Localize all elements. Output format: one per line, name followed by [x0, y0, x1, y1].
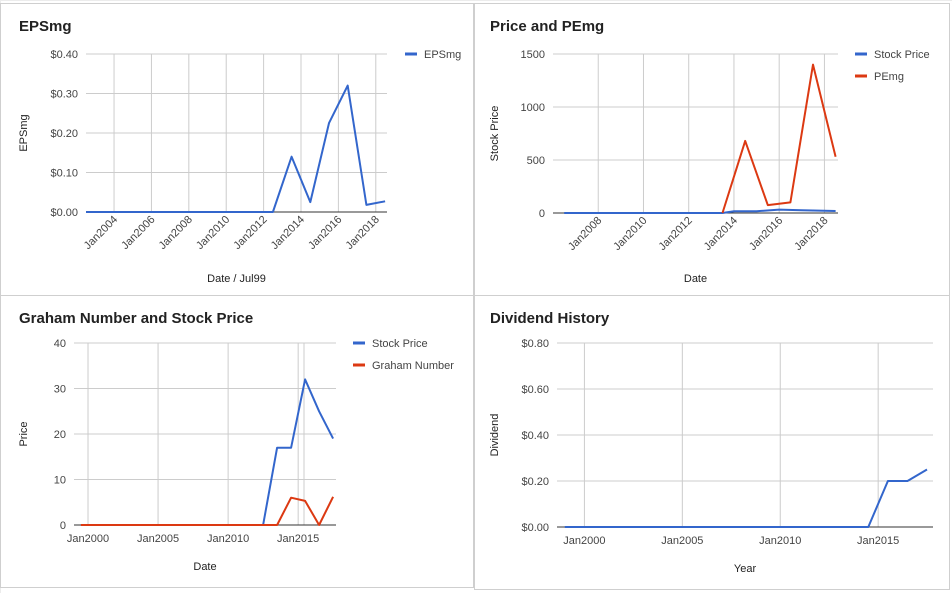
x-tick-label: Jan2018 [792, 215, 830, 253]
x-tick-label: Jan2008 [157, 214, 195, 252]
y-tick-label: $0.00 [521, 522, 549, 534]
legend-label: Stock Price [874, 49, 930, 61]
chart-panel-price-pemg: Price and PEmg 0 500 1000 1500 Jan2008 Jan2010… [474, 3, 950, 296]
x-tick-label: Jan2016 [747, 215, 785, 253]
x-tick-label: Jan2000 [563, 535, 605, 547]
y-tick-label: $0.00 [50, 207, 78, 219]
x-tick-label: Jan2008 [566, 215, 604, 253]
y-tick-label: $0.80 [521, 338, 549, 350]
series-line-stock-price [564, 208, 836, 214]
chart-title: Price and PEmg [490, 18, 604, 35]
x-axis-label: Year [734, 563, 757, 575]
x-tick-label: Jan2010 [207, 533, 249, 545]
series-line-epsmg [86, 84, 386, 213]
y-axis-label: EPSmg [18, 114, 30, 151]
x-tick-label: Jan2010 [759, 535, 801, 547]
y-tick-label: 30 [54, 384, 66, 396]
y-tick-label: $0.20 [50, 128, 78, 140]
legend-label: EPSmg [424, 49, 461, 61]
y-axis-label: Stock Price [489, 106, 501, 162]
series-line-pemg [721, 63, 837, 214]
x-axis-label: Date / Jul99 [207, 273, 266, 285]
y-tick-label: 0 [60, 520, 66, 532]
x-tick-label: Jan2010 [194, 214, 232, 252]
chart-title: Dividend History [490, 310, 610, 327]
y-axis-label: Dividend [489, 414, 501, 457]
dividend-history-chart: Dividend History $0.00 $0.20 $0.40 $0.60 $0.8… [489, 310, 933, 575]
legend-label: PEmg [874, 71, 904, 83]
y-tick-label: $0.30 [50, 89, 78, 101]
x-tick-label: Jan2016 [306, 214, 344, 252]
price-pemg-chart: Price and PEmg 0 500 1000 1500 Jan2008 Jan2010… [489, 18, 930, 285]
x-tick-label: Jan2015 [857, 535, 899, 547]
x-tick-label: Jan2015 [277, 533, 319, 545]
series-line-series-0 [564, 468, 928, 528]
chart-panel-epsmg: EPSmg $0.00 $0.10 $0.20 $0.30 $0.40 Jan2004 Jan… [0, 3, 474, 296]
series-line-graham-number [80, 496, 334, 526]
x-tick-label: Jan2018 [344, 214, 382, 252]
y-tick-label: 20 [54, 429, 66, 441]
chart-title: EPSmg [19, 18, 72, 35]
x-axis-label: Date [684, 273, 707, 285]
x-tick-label: Jan2005 [661, 535, 703, 547]
y-tick-label: 10 [54, 475, 66, 487]
legend-label: Stock Price [372, 338, 428, 350]
series-line-stock-price [80, 378, 334, 526]
x-tick-label: Jan2006 [119, 214, 157, 252]
y-tick-label: $0.60 [521, 384, 549, 396]
x-axis-label: Date [193, 561, 216, 573]
y-tick-label: 0 [539, 208, 545, 220]
chart-panel-dividend-history: Dividend History $0.00 $0.20 $0.40 $0.60 $0.8… [474, 295, 950, 590]
x-tick-label: Jan2000 [67, 533, 109, 545]
y-tick-label: $0.20 [521, 476, 549, 488]
x-tick-label: Jan2010 [611, 215, 649, 253]
x-tick-label: Jan2012 [656, 215, 694, 253]
x-tick-label: Jan2014 [269, 214, 307, 252]
x-tick-label: Jan2005 [137, 533, 179, 545]
y-tick-label: 500 [527, 155, 545, 167]
x-tick-label: Jan2012 [231, 214, 269, 252]
y-tick-label: 40 [54, 338, 66, 350]
graham-number-chart: Graham Number and Stock Price 0 10 20 30 40 Ja… [18, 310, 454, 573]
y-tick-label: $0.40 [521, 430, 549, 442]
y-tick-label: $0.10 [50, 168, 78, 180]
y-tick-label: 1500 [521, 49, 545, 61]
y-tick-label: $0.40 [50, 49, 78, 61]
y-tick-label: 1000 [521, 102, 545, 114]
legend-label: Graham Number [372, 360, 454, 372]
x-tick-label: Jan2014 [702, 215, 740, 253]
y-axis-label: Price [18, 421, 30, 446]
chart-title: Graham Number and Stock Price [19, 310, 253, 327]
x-tick-label: Jan2004 [82, 214, 120, 252]
chart-panel-graham-number: Graham Number and Stock Price 0 10 20 30 40 Ja… [0, 295, 474, 588]
